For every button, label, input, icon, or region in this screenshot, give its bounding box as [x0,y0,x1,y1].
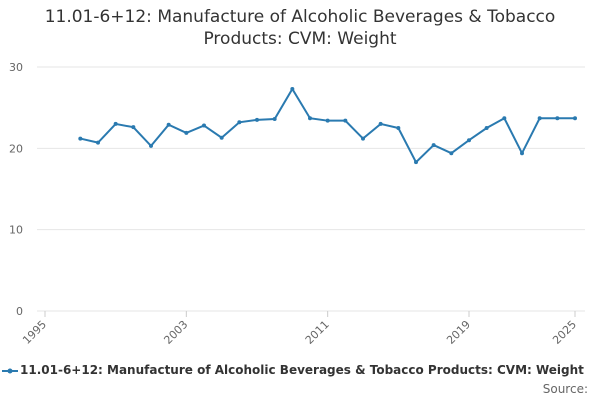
chart-title: 11.01-6+12: Manufacture of Alcoholic Bev… [44,7,556,49]
y-tick-label: 10 [9,224,23,237]
data-point [149,143,153,148]
data-line [80,87,575,164]
data-point [502,116,507,121]
legend-swatch [2,368,18,373]
source: Source: [542,382,588,396]
y-tick-label: 30 [9,61,23,74]
data-point [396,126,401,130]
data-point [308,116,312,121]
data-point [78,136,83,141]
data-point [537,116,542,121]
data-point [343,118,348,123]
x-tick-label: 2019 [444,318,473,347]
data-point [378,121,383,126]
data-point [96,140,100,145]
x-tick-label: 2003 [161,318,190,347]
x-tick-label: 2025 [550,318,579,347]
data-point [449,151,454,156]
data-point [573,116,577,121]
data-point [272,117,277,122]
data-point [166,122,171,127]
y-tick-label: 20 [9,142,23,155]
legend-label: 11.01-6+12: Manufacture of Alcoholic Bev… [20,363,584,377]
data-point [290,86,295,91]
data-point [520,151,524,156]
data-point [255,117,259,122]
x-tick-label: 1995 [20,318,49,347]
legend-dot [7,368,13,373]
data-point [131,125,136,130]
data-point [484,126,489,130]
data-point [361,136,365,141]
data-point [555,116,560,121]
legend: 11.01-6+12: Manufacture of Alcoholic Bev… [0,363,600,378]
data-point [431,143,436,148]
data-point [219,135,224,140]
data-point [184,130,189,135]
data-point [202,123,206,128]
data-point [414,160,418,165]
data-point [325,118,330,123]
y-tick-label: 0 [16,305,23,318]
data-point [467,138,471,143]
data-point [113,121,118,126]
x-tick-label: 2011 [303,318,332,347]
data-point [237,120,242,125]
